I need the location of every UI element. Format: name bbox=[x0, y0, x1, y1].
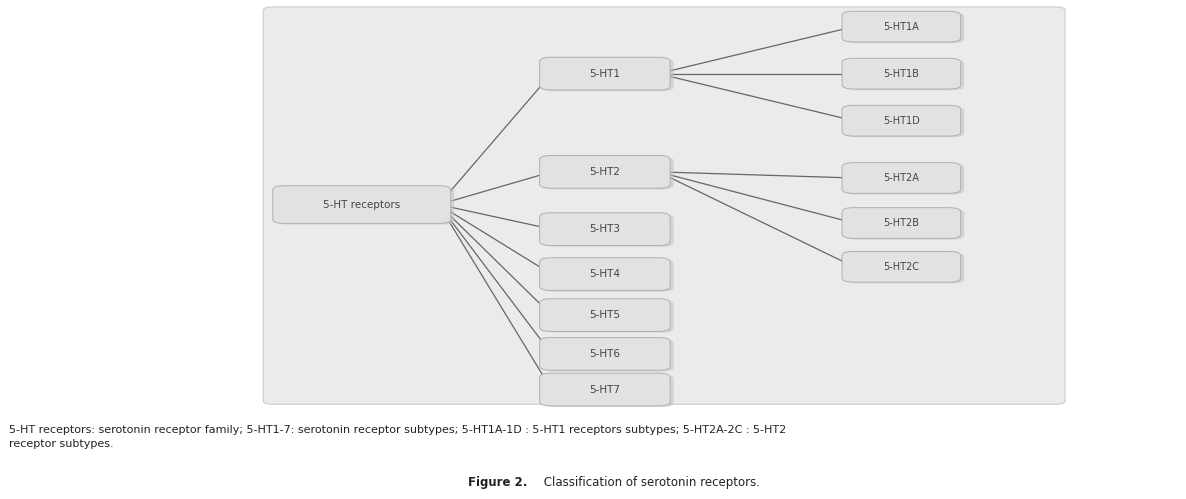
FancyBboxPatch shape bbox=[540, 338, 670, 370]
Text: 5-HT1D: 5-HT1D bbox=[884, 116, 919, 126]
FancyBboxPatch shape bbox=[540, 299, 670, 331]
FancyBboxPatch shape bbox=[540, 156, 670, 188]
FancyBboxPatch shape bbox=[842, 208, 961, 239]
FancyBboxPatch shape bbox=[846, 59, 964, 90]
FancyBboxPatch shape bbox=[842, 163, 961, 193]
Text: 5-HT2A: 5-HT2A bbox=[884, 173, 919, 183]
Text: Figure 2.: Figure 2. bbox=[468, 477, 528, 490]
FancyBboxPatch shape bbox=[540, 373, 670, 406]
Text: 5-HT1A: 5-HT1A bbox=[884, 21, 919, 31]
FancyBboxPatch shape bbox=[540, 258, 670, 290]
Text: 5-HT2: 5-HT2 bbox=[589, 167, 620, 177]
FancyBboxPatch shape bbox=[543, 300, 674, 333]
Text: 5-HT4: 5-HT4 bbox=[589, 269, 620, 279]
FancyBboxPatch shape bbox=[540, 213, 670, 246]
Text: 5-HT6: 5-HT6 bbox=[589, 349, 620, 359]
FancyBboxPatch shape bbox=[842, 11, 961, 42]
FancyBboxPatch shape bbox=[846, 252, 964, 283]
FancyBboxPatch shape bbox=[543, 339, 674, 372]
FancyBboxPatch shape bbox=[846, 107, 964, 137]
Text: 5-HT7: 5-HT7 bbox=[589, 385, 620, 395]
Text: 5-HT1: 5-HT1 bbox=[589, 69, 620, 79]
FancyBboxPatch shape bbox=[263, 7, 1065, 404]
FancyBboxPatch shape bbox=[842, 251, 961, 282]
FancyBboxPatch shape bbox=[543, 259, 674, 292]
FancyBboxPatch shape bbox=[842, 58, 961, 89]
Text: 5-HT3: 5-HT3 bbox=[589, 224, 620, 234]
FancyBboxPatch shape bbox=[543, 157, 674, 190]
Text: 5-HT2B: 5-HT2B bbox=[884, 218, 919, 228]
Text: 5-HT2C: 5-HT2C bbox=[884, 262, 919, 272]
FancyBboxPatch shape bbox=[543, 58, 674, 91]
Text: 5-HT receptors: serotonin receptor family; 5-HT1-7: serotonin receptor subtypes;: 5-HT receptors: serotonin receptor famil… bbox=[9, 425, 786, 449]
Text: 5-HT1B: 5-HT1B bbox=[884, 69, 919, 79]
Text: 5-HT5: 5-HT5 bbox=[589, 310, 620, 320]
Text: Classification of serotonin receptors.: Classification of serotonin receptors. bbox=[540, 477, 759, 490]
FancyBboxPatch shape bbox=[842, 105, 961, 136]
FancyBboxPatch shape bbox=[543, 214, 674, 247]
FancyBboxPatch shape bbox=[276, 187, 454, 225]
FancyBboxPatch shape bbox=[543, 374, 674, 407]
FancyBboxPatch shape bbox=[540, 57, 670, 90]
FancyBboxPatch shape bbox=[846, 209, 964, 240]
Text: 5-HT receptors: 5-HT receptors bbox=[323, 200, 401, 210]
FancyBboxPatch shape bbox=[273, 186, 451, 224]
FancyBboxPatch shape bbox=[846, 12, 964, 43]
FancyBboxPatch shape bbox=[846, 164, 964, 195]
